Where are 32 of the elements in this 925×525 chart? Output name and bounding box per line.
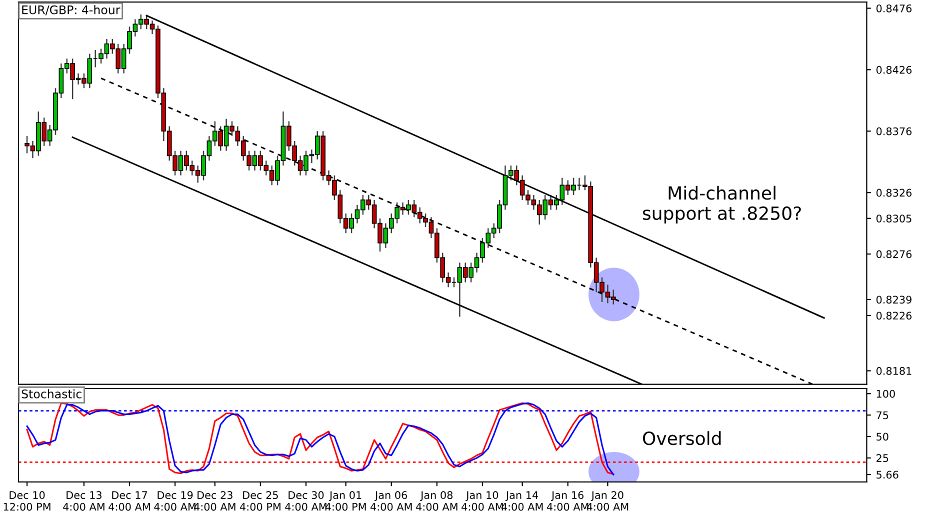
y-tick-label: 0.8305: [876, 214, 912, 222]
y-tick-label: 75: [876, 411, 888, 420]
x-tick-label: Dec 13 4:00 AM: [63, 491, 104, 511]
y-tick-label: 25: [876, 454, 888, 462]
y-tick-label: 0.8326: [876, 188, 912, 197]
y-tick-label: 5.66: [876, 470, 898, 479]
y-tick-label: 0.8276: [876, 250, 912, 258]
x-tick-label: Dec 23 4:00 AM: [194, 491, 236, 511]
annotation: Oversold: [642, 431, 721, 446]
annotation: Mid-channel support at .8250?: [642, 186, 801, 224]
x-tick-label: Dec 17 4:00 AM: [108, 491, 150, 511]
x-tick-label: Dec 10 12:00 PM: [4, 491, 50, 511]
y-tick-label: 0.8226: [876, 312, 912, 320]
x-tick-label: Jan 06 4:00 AM: [370, 491, 412, 511]
y-tick-label: 50: [876, 432, 888, 441]
x-tick-label: Jan 08 4:00 AM: [416, 491, 458, 511]
chart-title: Stochastic: [22, 389, 82, 398]
x-tick-label: Jan 16 4:00 AM: [546, 491, 588, 511]
y-tick-label: 0.8181: [876, 367, 912, 375]
y-tick-label: 100: [876, 390, 895, 398]
y-tick-label: 0.8376: [876, 127, 912, 136]
x-tick-label: Dec 19 4:00 AM: [154, 491, 196, 511]
x-tick-label: Jan 10 4:00 AM: [462, 491, 503, 511]
y-tick-label: 0.8476: [876, 4, 912, 12]
chart-title: EUR/GBP: 4-hour: [22, 5, 120, 16]
x-tick-label: Jan 14 4:00 AM: [501, 491, 543, 511]
x-tick-label: Jan 01 4:00 PM: [325, 491, 366, 511]
x-tick-label: Jan 20 4:00 AM: [586, 491, 628, 511]
x-tick-label: Dec 30 4:00 AM: [285, 491, 326, 511]
x-tick-label: Dec 25 4:00 PM: [240, 491, 280, 511]
y-tick-label: 0.8426: [876, 66, 912, 74]
y-tick-label: 0.8239: [876, 296, 912, 304]
